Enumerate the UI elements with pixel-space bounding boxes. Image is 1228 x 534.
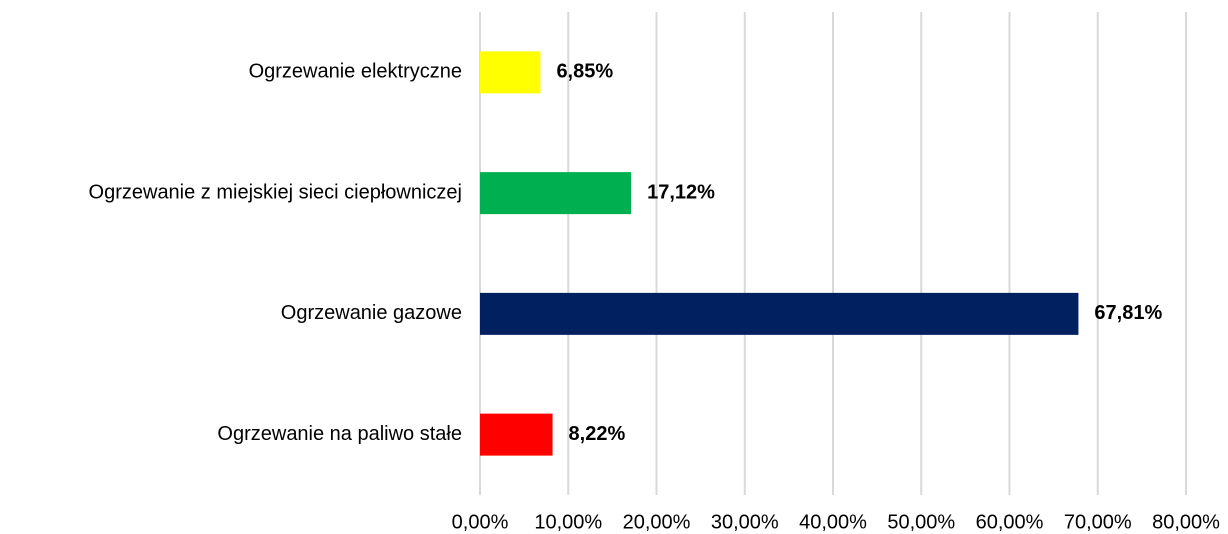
data-label: 67,81% [1094, 302, 1162, 324]
bar [480, 292, 1079, 335]
y-tick-label: Ogrzewanie z miejskiej sieci ciepłownicz… [89, 181, 462, 203]
x-tick-label: 80,00% [1152, 511, 1220, 533]
x-tick-label: 20,00% [623, 511, 691, 533]
bar [480, 51, 541, 94]
y-tick-label: Ogrzewanie na paliwo stałe [217, 423, 462, 445]
data-label: 8,22% [569, 423, 626, 445]
x-tick-label: 30,00% [711, 511, 779, 533]
data-label: 17,12% [647, 181, 715, 203]
data-label: 6,85% [556, 61, 613, 83]
y-tick-label: Ogrzewanie gazowe [281, 302, 462, 324]
x-tick-label: 70,00% [1064, 511, 1132, 533]
bar [480, 172, 632, 215]
y-tick-label: Ogrzewanie elektryczne [249, 61, 462, 83]
x-tick-label: 40,00% [799, 511, 867, 533]
bar [480, 413, 553, 456]
x-tick-label: 50,00% [887, 511, 955, 533]
x-tick-label: 10,00% [534, 511, 602, 533]
x-tick-label: 0,00% [452, 511, 509, 533]
x-tick-label: 60,00% [976, 511, 1044, 533]
